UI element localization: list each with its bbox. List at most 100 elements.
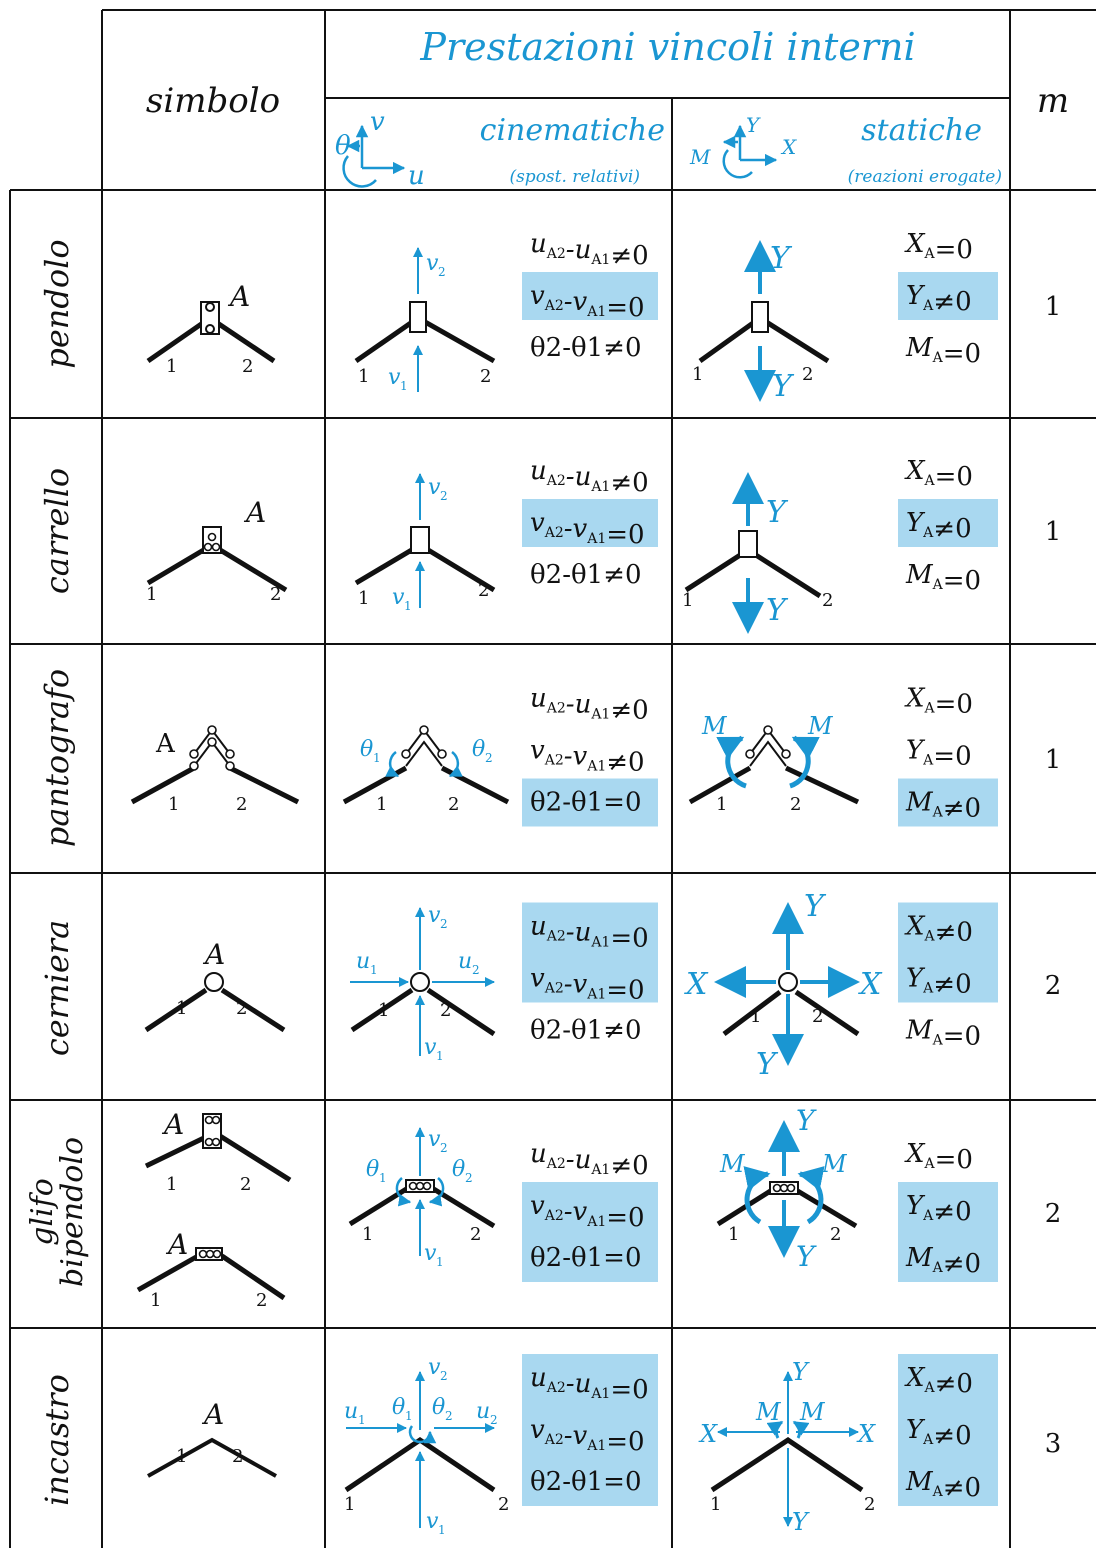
static-relation: MA≠0 [905,1467,981,1503]
moment-label-right: M [799,1398,826,1426]
beam-label-2: 2 [864,1494,875,1515]
static-relation: MA=0 [905,560,981,596]
beam-label-2: 2 [448,794,459,815]
beam-label-2: 2 [830,1224,841,1245]
y-force-label-up: Y [792,1358,810,1386]
point-label-a: A [165,1228,188,1261]
table-title: Prestazioni vincoli interni [419,25,915,69]
moment-label-left: M [701,712,728,740]
point-label-a: A [161,1108,184,1141]
theta2-subscript: 2 [445,1409,453,1423]
cerniera-kinematic-drawing: v 2 v 1 u 1 u 2 1 2 [350,903,496,1063]
beam-label-2: 2 [480,366,491,387]
incastro-static-drawing: Y Y X X M M 1 2 [698,1358,876,1536]
point-label-a: A [243,496,266,529]
static-label: statiche [861,113,982,148]
y-force-label-up: Y [796,1104,817,1137]
moment-label-left: M [719,1150,746,1178]
v1-label: v [426,1509,439,1534]
row-name: carrello [38,468,76,594]
kinematic-highlight-band [522,499,658,547]
cerniera-static-drawing: Y Y X X 1 2 [684,889,883,1082]
x-force-label-right: X [856,1420,876,1448]
static-relation: YA≠0 [906,281,972,317]
beam-label-1: 1 [362,1224,373,1245]
row-pantografo: pantografo A 1 2 θ 1 [38,669,1061,847]
static-relation: YA≠0 [906,1415,972,1451]
row-name: cerniera [38,920,76,1056]
beam-label-1: 1 [166,356,177,377]
glifo-static-drawing: Y Y M M 1 2 [716,1104,858,1273]
theta1-subscript: 1 [379,1171,387,1185]
y-force-label-down: Y [796,1240,817,1273]
moment-label-left: M [755,1398,782,1426]
static-relation: MA=0 [905,1016,981,1052]
kinematic-relation: θ2-θ1=0 [530,1243,642,1273]
kinematic-relation: uA2-uA1≠0 [530,229,649,271]
row-cerniera: cerniera A 1 2 v 2 v 1 u 1 u 2 1 2 [38,889,1061,1082]
theta2-label: θ [472,737,485,762]
row-glifo-bipendolo: glifo bipendolo A 1 2 A 1 2 [25,1104,1061,1311]
m-column-header: m [1037,81,1069,121]
static-highlight-band [898,499,998,547]
beam-label-1: 1 [728,1224,739,1245]
static-relation: YA≠0 [906,508,972,544]
y-force-label-up: Y [766,495,789,530]
v1-subscript: 1 [436,1049,444,1063]
static-relation: MA=0 [905,333,981,369]
kinematic-highlight-band [522,1182,658,1282]
m-static-axis-label: M [689,145,711,169]
row-incastro: incastro A 1 2 v 2 v 1 u 1 u 2 θ 1 θ 2 1 [38,1355,1061,1537]
y-force-label-down: Y [792,1508,810,1536]
v2-subscript: 2 [440,1141,448,1155]
kinematic-relation: uA2-uA1≠0 [530,456,649,498]
point-label-a: A [202,938,225,971]
cerniera-symbol: A 1 2 [144,938,286,1033]
kinematic-relation: uA2-uA1=0 [530,1363,649,1405]
beam-label-1: 1 [710,1494,721,1515]
v2-label: v [426,251,439,276]
beam-label-1: 1 [146,584,157,605]
static-relation: MA≠0 [905,1243,981,1279]
row-pendolo: pendolo A 1 2 v 2 v 1 1 2 [38,239,1061,404]
point-label-a: A [227,280,250,313]
kinematic-label: cinematiche [480,113,665,148]
v2-subscript: 2 [438,265,446,279]
kinematic-highlight-band [522,272,658,320]
theta1-label: θ [360,737,373,762]
row-name: glifo [25,1178,60,1246]
beam-label-2: 2 [232,1446,243,1467]
v1-subscript: 1 [404,599,412,613]
v2-subscript: 2 [440,489,448,503]
static-relation: YA=0 [906,736,972,772]
static-relation: XA=0 [904,456,973,492]
pantografo-symbol: A 1 2 [130,725,300,815]
beam-label-1: 1 [176,1446,187,1467]
kinematic-relation: θ2-θ1≠0 [530,560,642,590]
v2-label: v [428,1355,441,1380]
kinematic-relation: θ2-θ1≠0 [530,333,642,363]
x-static-axis-label: X [780,135,797,159]
static-highlight-band [898,902,998,1003]
static-highlight-band [898,272,998,320]
beam-label-1: 1 [176,998,187,1019]
constraint-multiplicity: 3 [1045,1429,1062,1459]
kinematic-relation: θ2-θ1=0 [530,788,642,818]
y-force-label-down: Y [756,1047,779,1082]
beam-label-1: 1 [168,794,179,815]
row-name: incastro [38,1374,76,1506]
kinematic-relation: θ2-θ1≠0 [530,1016,642,1046]
moment-label-right: M [807,712,834,740]
beam-label-2: 2 [256,1290,267,1311]
kinematic-relation: vA2-vA1=0 [530,508,645,550]
beam-label-1: 1 [692,364,703,385]
beam-label-2: 2 [236,794,247,815]
carrello-symbol: A 1 2 [146,496,288,605]
moment-label-right: M [821,1150,848,1178]
theta1-subscript: 1 [405,1409,413,1423]
beam-label-1: 1 [376,794,387,815]
static-highlight-band [898,1182,998,1282]
kinematic-relation: uA2-uA1=0 [530,912,649,954]
v1-label: v [424,1035,437,1060]
static-sublabel: (reazioni erogate) [848,167,1002,187]
